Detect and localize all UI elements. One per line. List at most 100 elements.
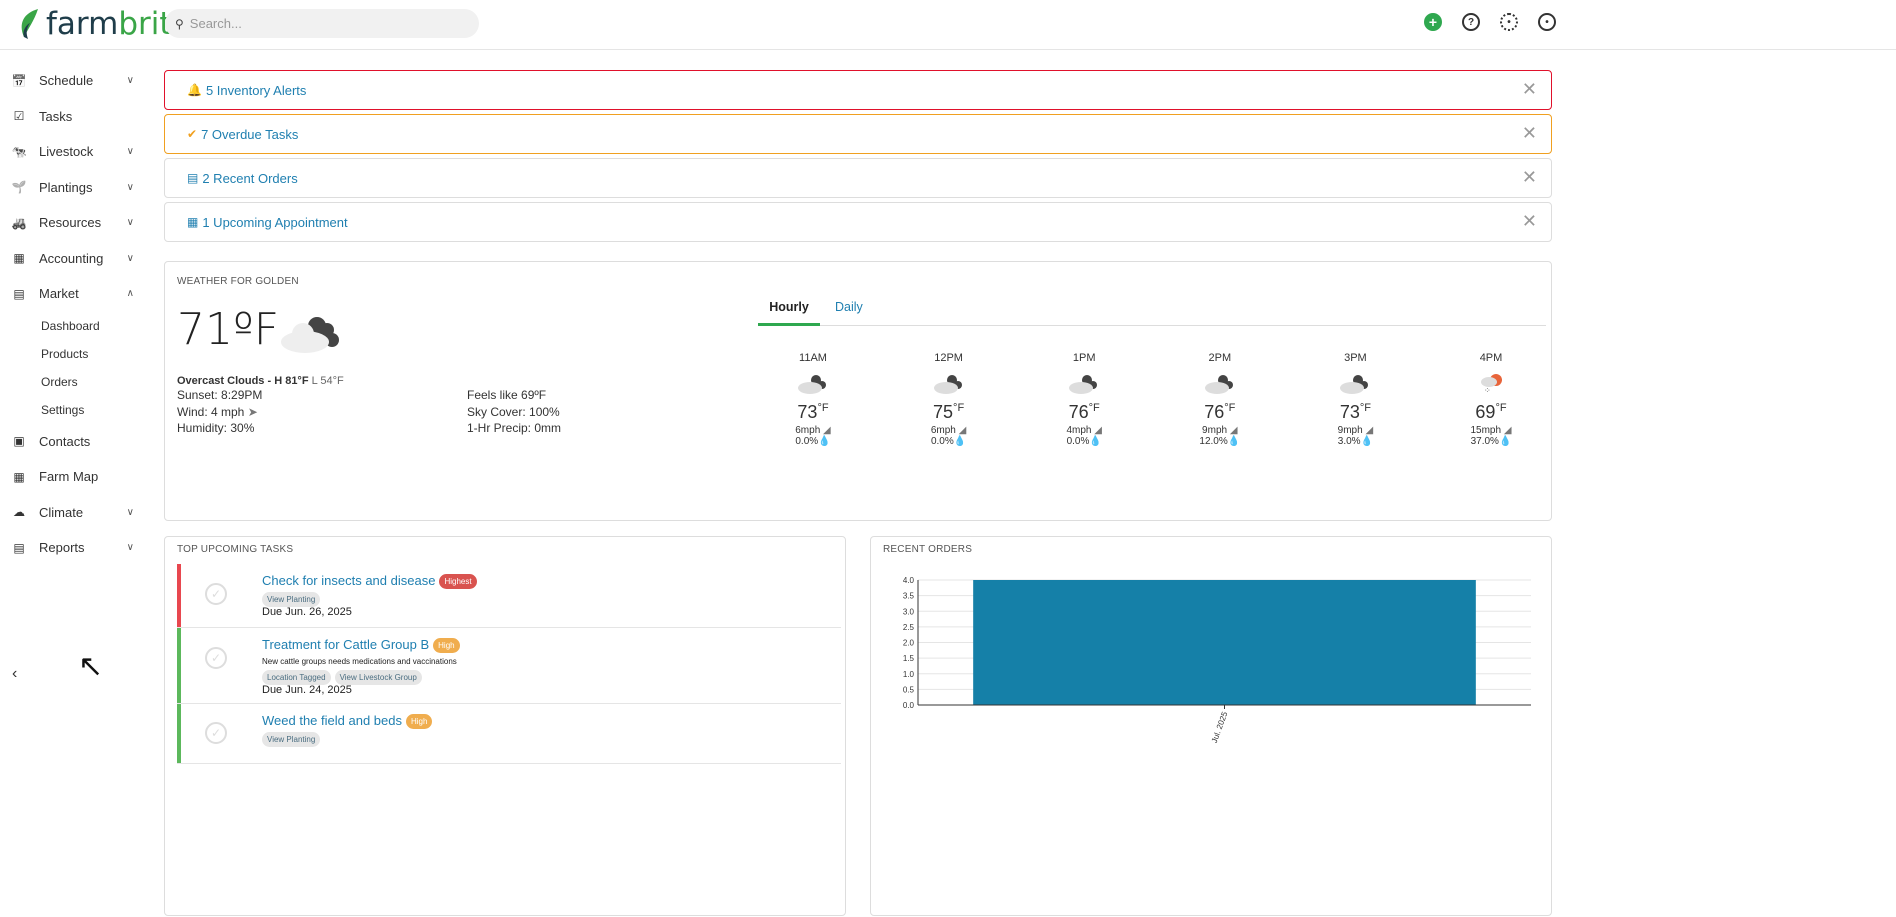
task-title[interactable]: Check for insects and disease bbox=[262, 573, 436, 588]
alert-banner[interactable]: 🔔 5 Inventory Alerts ✕ bbox=[164, 70, 1552, 110]
cloudy-icon bbox=[1305, 372, 1405, 396]
priority-bar bbox=[177, 564, 181, 627]
task-link-pill[interactable]: Location Tagged bbox=[262, 670, 331, 685]
complete-task-icon[interactable]: ✓ bbox=[205, 722, 227, 744]
sidebar-item-accounting[interactable]: ▦ Accounting ∨ bbox=[13, 250, 134, 266]
wind-direction-icon: ◢ bbox=[1365, 425, 1374, 436]
sidebar-item-livestock[interactable]: 🐄 Livestock ∨ bbox=[11, 144, 134, 160]
hour-label: 2PM bbox=[1208, 352, 1232, 364]
sidebar-subitem-orders[interactable]: Orders bbox=[41, 374, 78, 389]
gear-icon[interactable]: • bbox=[1500, 13, 1518, 31]
hour-label: 11AM bbox=[799, 352, 827, 364]
task-item: ✓ Check for insects and disease Highest Vie… bbox=[177, 564, 841, 628]
sidebar-item-schedule[interactable]: 📅 Schedule ∨ bbox=[11, 73, 134, 89]
alert-link[interactable]: 1 Upcoming Appointment bbox=[202, 214, 348, 230]
close-icon[interactable]: ✕ bbox=[1521, 123, 1537, 143]
task-link-pill[interactable]: View Planting bbox=[262, 592, 321, 607]
hour-precip: 0.0% bbox=[1066, 436, 1090, 447]
alert-banner[interactable]: ✔ 7 Overdue Tasks ✕ bbox=[164, 114, 1552, 154]
sidebar-subitem-settings[interactable]: Settings bbox=[41, 402, 85, 417]
raindrop-icon: 💧 bbox=[953, 436, 967, 447]
tractor-icon: 🚜 bbox=[11, 215, 27, 230]
humidity: Humidity: 30% bbox=[177, 421, 255, 435]
alert-link[interactable]: 2 Recent Orders bbox=[202, 170, 298, 186]
wind-direction-icon: ➤ bbox=[247, 404, 258, 419]
cloudy-icon bbox=[1170, 372, 1270, 396]
hour-temp: 75 bbox=[933, 402, 954, 422]
task-link-pill[interactable]: View Planting bbox=[262, 732, 321, 747]
register-icon: ▤ bbox=[187, 171, 199, 185]
sidebar-item-climate[interactable]: ☁ Climate ∨ bbox=[13, 504, 134, 520]
climate-icon: ☁ bbox=[13, 505, 25, 520]
task-link-pill[interactable]: View Livestock Group bbox=[334, 670, 422, 685]
alert-link[interactable]: 5 Inventory Alerts bbox=[205, 82, 307, 98]
sidebar-item-reports[interactable]: ▤ Reports ∨ bbox=[13, 540, 134, 556]
y-tick-label: 4.0 bbox=[903, 576, 915, 585]
alert-banner[interactable]: ▤ 2 Recent Orders ✕ bbox=[164, 158, 1552, 198]
task-due-date: Due Jun. 24, 2025 bbox=[262, 684, 352, 696]
add-icon[interactable]: + bbox=[1424, 13, 1442, 31]
mouse-cursor-icon: ↖ bbox=[78, 650, 104, 683]
chevron-up-icon[interactable]: ∧ bbox=[126, 288, 134, 300]
alert-link[interactable]: 7 Overdue Tasks bbox=[201, 126, 299, 142]
tab-hourly[interactable]: Hourly bbox=[758, 300, 820, 326]
hour-wind: 15mph bbox=[1470, 425, 1502, 436]
farmbrite-logo[interactable]: farm brite bbox=[16, 6, 191, 42]
hour-precip: 0.0% bbox=[930, 436, 954, 447]
chevron-down-icon[interactable]: ∨ bbox=[126, 542, 134, 554]
chevron-down-icon[interactable]: ∨ bbox=[126, 75, 134, 87]
task-description: New cattle groups needs medications and … bbox=[262, 657, 457, 666]
search-input[interactable]: ⚲ Search... bbox=[165, 9, 479, 38]
user-icon[interactable]: • bbox=[1538, 13, 1556, 31]
alert-banner[interactable]: ▦ 1 Upcoming Appointment ✕ bbox=[164, 202, 1552, 242]
sidebar-item-tasks[interactable]: ☑ Tasks bbox=[13, 108, 73, 124]
chevron-down-icon[interactable]: ∨ bbox=[126, 252, 134, 264]
task-title[interactable]: Treatment for Cattle Group B bbox=[262, 637, 430, 652]
weather-low: L 54°F bbox=[311, 375, 344, 387]
temp-unit: °F bbox=[1359, 402, 1371, 414]
sidebar-item-plantings[interactable]: 🌱 Plantings ∨ bbox=[11, 179, 134, 195]
close-icon[interactable]: ✕ bbox=[1521, 79, 1537, 99]
bar[interactable] bbox=[973, 580, 1476, 705]
hourly-forecast: 3PM 73°F 9mph ◢ 3.0%💧 bbox=[1305, 352, 1405, 447]
sidebar-item-farm-map[interactable]: ▦ Farm Map bbox=[13, 469, 99, 485]
sidebar-item-resources[interactable]: 🚜 Resources ∨ bbox=[11, 215, 134, 231]
sidebar-subitem-products[interactable]: Products bbox=[41, 346, 89, 361]
wind-direction-icon: ◢ bbox=[1094, 425, 1102, 436]
hour-label: 3PM bbox=[1344, 352, 1367, 364]
chevron-down-icon[interactable]: ∨ bbox=[126, 181, 134, 193]
chevron-down-icon[interactable]: ∨ bbox=[126, 506, 134, 518]
precip: 1-Hr Precip: 0mm bbox=[467, 421, 562, 435]
calculator-icon: ▦ bbox=[13, 251, 25, 266]
raindrop-icon: 💧 bbox=[1360, 436, 1374, 447]
sidebar-subitem-dashboard[interactable]: Dashboard bbox=[41, 318, 100, 333]
priority-badge: High bbox=[405, 714, 433, 730]
hour-wind: 9mph bbox=[1202, 425, 1228, 436]
calendar-icon: 📅 bbox=[11, 73, 27, 88]
hour-precip: 3.0% bbox=[1337, 436, 1361, 447]
chevron-down-icon[interactable]: ∨ bbox=[126, 217, 134, 229]
tab-daily[interactable]: Daily bbox=[835, 300, 863, 314]
hour-label: 12PM bbox=[934, 352, 963, 364]
sidebar-item-contacts[interactable]: ▣ Contacts bbox=[13, 433, 91, 449]
task-item: ✓ Treatment for Cattle Group B High New cat… bbox=[177, 628, 841, 704]
close-icon[interactable]: ✕ bbox=[1521, 211, 1537, 231]
close-icon[interactable]: ✕ bbox=[1521, 167, 1537, 187]
temp-unit: °F bbox=[1088, 402, 1100, 414]
temp-unit: °F bbox=[817, 402, 829, 414]
y-tick-label: 2.0 bbox=[903, 639, 915, 648]
collapse-sidebar-icon[interactable]: ‹ bbox=[12, 665, 18, 682]
complete-task-icon[interactable]: ✓ bbox=[205, 647, 227, 669]
wind-direction-icon: ◢ bbox=[958, 425, 967, 436]
raindrop-icon: 💧 bbox=[818, 436, 831, 447]
chevron-down-icon[interactable]: ∨ bbox=[126, 146, 134, 158]
sidebar: 📅 Schedule ∨ ☑ Tasks 🐄 Livestock ∨ 🌱 Plantings ∨ 🚜 R… bbox=[0, 51, 150, 904]
sidebar-item-market[interactable]: ▤ Market ∧ bbox=[13, 286, 134, 302]
task-title[interactable]: Weed the field and beds bbox=[262, 713, 402, 728]
calendar-icon: ▦ bbox=[187, 215, 199, 229]
complete-task-icon[interactable]: ✓ bbox=[205, 583, 227, 605]
weather-title: WEATHER FOR GOLDEN bbox=[177, 276, 299, 287]
hour-precip: 12.0% bbox=[1199, 436, 1228, 447]
help-icon[interactable]: ? bbox=[1462, 13, 1480, 31]
hourly-forecast: 4PM ⁘ 69°F 15mph ◢ 37.0%💧 bbox=[1441, 352, 1541, 447]
